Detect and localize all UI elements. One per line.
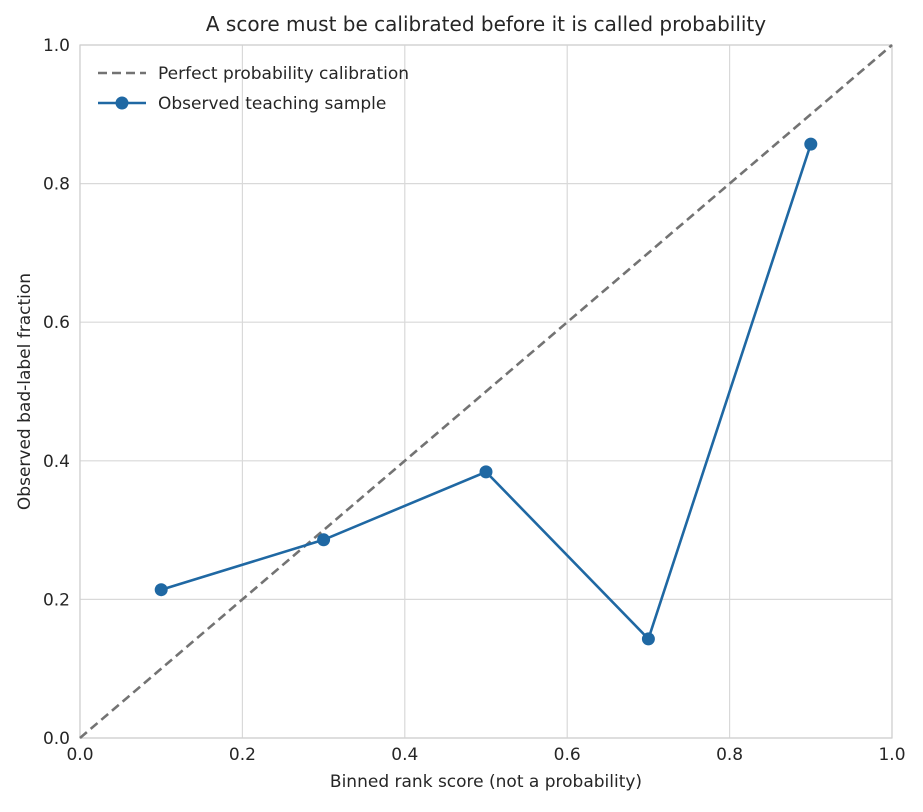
data-point: [804, 137, 818, 151]
x-axis-label: Binned rank score (not a probability): [330, 772, 642, 792]
legend-swatch-marker: [115, 96, 129, 110]
x-tick-label: 0.4: [391, 745, 418, 765]
legend-entry-label: Observed teaching sample: [158, 94, 386, 114]
y-tick-label: 0.6: [43, 313, 70, 333]
data-point: [641, 632, 655, 646]
x-tick-label: 0.8: [716, 745, 743, 765]
series-line-0: [79, 44, 893, 739]
plot-frame: [79, 44, 893, 739]
chart-title: A score must be calibrated before it is …: [206, 12, 766, 36]
legend: Perfect probability calibration Observed …: [98, 64, 409, 114]
data-point: [479, 465, 493, 479]
x-tick-label: 0.2: [229, 745, 256, 765]
y-axis-label: Observed bad-label fraction: [15, 273, 35, 510]
tick-labels: 0.0 0.2 0.4 0.6 0.8 1.0 0.0 0.2 0.4 0.6 0.8 1.0: [43, 36, 906, 765]
data-point: [317, 533, 331, 547]
y-tick-label: 0.0: [43, 729, 70, 749]
y-tick-label: 1.0: [43, 36, 70, 56]
series-layer: [79, 44, 893, 739]
y-tick-label: 0.8: [43, 175, 70, 195]
data-point: [154, 583, 168, 597]
x-tick-label: 0.0: [66, 745, 93, 765]
x-tick-label: 1.0: [878, 745, 905, 765]
legend-entry-label: Perfect probability calibration: [158, 64, 409, 84]
x-tick-label: 0.6: [554, 745, 581, 765]
y-tick-label: 0.2: [43, 590, 70, 610]
grid-lines: [79, 44, 893, 739]
y-tick-label: 0.4: [43, 452, 70, 472]
